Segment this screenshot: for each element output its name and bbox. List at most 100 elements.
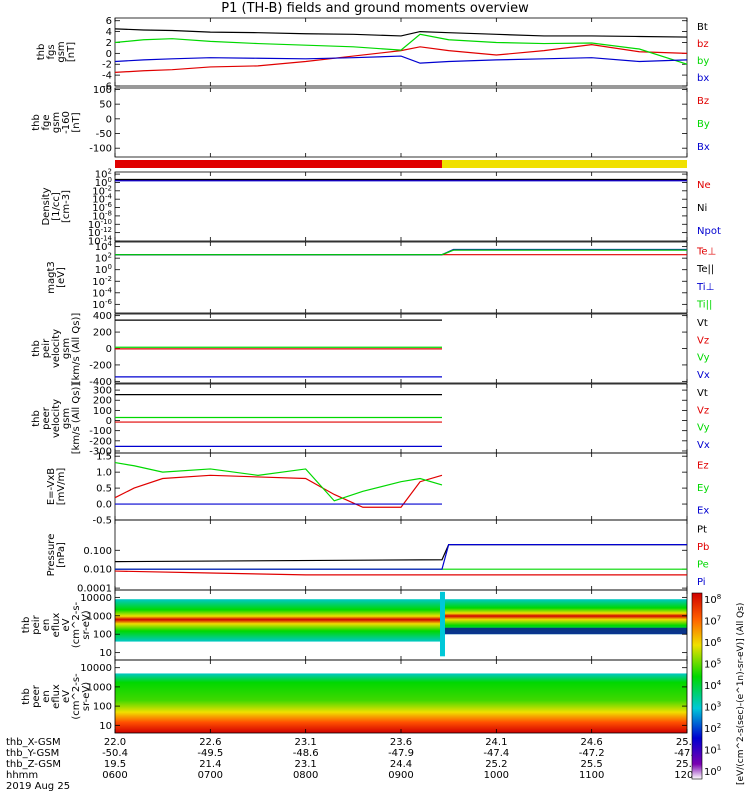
ephemeris-value: -48.6	[293, 748, 319, 759]
series-by	[114, 33, 688, 65]
legend-entry: Ti||	[696, 300, 712, 311]
legend-entry: Pt	[697, 524, 707, 535]
colorbar-tick-label: 101	[704, 744, 721, 757]
spectrogram-left	[115, 599, 442, 642]
y-axis-title-line: [km/s (All Qs)]	[71, 313, 82, 385]
y-tick-label: 10	[99, 721, 112, 732]
y-axis-title-line: eV	[61, 690, 72, 703]
y-tick-label: 6	[106, 16, 112, 27]
y-tick-label: -6	[102, 82, 112, 93]
y-axis-title-line: (cm^2-s-	[71, 673, 82, 720]
y-axis-title-line: peir	[31, 614, 42, 634]
y-tick-label: 102	[95, 168, 112, 181]
legend-entry: Pi	[697, 577, 706, 588]
y-axis-title-line: [nT]	[71, 112, 82, 132]
ephemeris-value: 19.5	[104, 759, 126, 770]
y-axis-title-line: gsm	[51, 112, 62, 133]
legend-entry: Vt	[697, 388, 708, 399]
series-Ti||	[115, 249, 687, 256]
y-tick-label: 100	[93, 702, 112, 713]
legend-entry: By	[697, 119, 710, 130]
legend-entry: Ez	[697, 461, 709, 472]
y-axis-title-line: en	[41, 619, 52, 632]
series-Ez	[114, 474, 443, 508]
legend-entry: Vx	[697, 440, 710, 451]
y-axis-title-line: Pressure	[46, 534, 57, 577]
y-tick-label: 10-14	[88, 235, 113, 248]
series-bx	[114, 55, 688, 64]
y-tick-label: 2	[106, 38, 112, 49]
ephemeris-value: 0700	[198, 770, 223, 781]
ephemeris-value: 1000	[484, 770, 509, 781]
y-tick-label: 0.0	[96, 500, 112, 511]
ephemeris-value: 22.0	[104, 737, 126, 748]
colorbar-title: [eV/(cm^2-s(sec)-(e^1n)-sr-eV)] (All Qs)	[736, 603, 746, 785]
series-Pb	[114, 570, 687, 576]
legend: Ne Ni Npot	[697, 180, 721, 237]
panel-frame	[114, 87, 688, 158]
y-tick-label: 100	[95, 176, 112, 189]
y-axis-title-line: thb	[21, 617, 32, 634]
y-axis-title-line: eflux	[51, 613, 62, 638]
spectrogram-transition	[439, 591, 445, 657]
colorbar-tick-label: 108	[704, 593, 721, 606]
y-axis-title-line: velocity	[51, 329, 62, 368]
y-axis-title-line: fgs	[46, 44, 57, 59]
page-title: P1 (TH-B) fields and ground moments over…	[221, 1, 529, 16]
y-axis-title-line: -160	[61, 111, 72, 134]
y-tick-label: 10-10	[88, 218, 112, 231]
ephemeris-value: -47.4	[483, 748, 509, 759]
series-Bt	[114, 28, 688, 38]
y-tick-label: 10-12	[88, 226, 112, 239]
y-axis-title-line: [1/cc]	[51, 192, 62, 221]
y-axis-title-line: velocity	[51, 399, 62, 438]
ephemeris-value: 21.4	[199, 759, 221, 770]
y-axis-title-line: [nPa]	[56, 542, 67, 568]
legend-entry: Npot	[697, 226, 721, 237]
spectrogram-lowband	[441, 627, 687, 635]
y-axis-title-line: gsm	[56, 41, 67, 62]
ephemeris-value: 0900	[388, 770, 413, 781]
y-axis-title-line: en	[41, 690, 52, 703]
spectrogram-fill	[115, 673, 687, 733]
legend: Te⊥ Te|| Ti⊥ Ti||	[696, 246, 716, 310]
ephemeris-label-hhmm: hhmm	[6, 770, 38, 781]
y-axis-title-line: gsm	[61, 408, 72, 429]
y-tick-label: 300	[93, 386, 112, 397]
legend-entry: Vy	[697, 353, 710, 364]
ephemeris-value: 23.1	[295, 759, 317, 770]
ephemeris-value: -50.4	[102, 748, 128, 759]
legend: Vt Vz Vy Vx	[697, 388, 710, 451]
y-tick-label: 10-6	[92, 201, 112, 214]
y-tick-label: -200	[89, 436, 112, 447]
y-axis-title-line: thb	[31, 114, 42, 131]
legend-entry: Ti⊥	[696, 282, 714, 293]
colorbar-tick-label: 102	[704, 722, 721, 735]
legend-entry: Te⊥	[696, 246, 716, 257]
legend-entry: Vz	[697, 335, 709, 346]
mode-segment	[115, 160, 442, 168]
legend-entry: Ex	[697, 505, 709, 516]
ephemeris-label-y: thb_Y-GSM	[6, 748, 59, 759]
y-tick-label: 1.5	[96, 452, 112, 463]
panel-peer_eflux: 10000 1000 100 10 thb peer en eflux eV (cm^2-s-sr…	[21, 659, 688, 734]
y-axis-title-line: fge	[41, 114, 52, 130]
series-Pi	[115, 543, 687, 570]
y-axis-title-line: peer	[41, 406, 52, 430]
y-tick-label: -300	[89, 446, 112, 457]
ephemeris-value: 25.2	[485, 759, 507, 770]
legend-entry: Te||	[696, 264, 714, 275]
ephemeris-value: 22.6	[199, 737, 221, 748]
panel-frame	[114, 17, 688, 87]
y-axis: 100 50 0 -50 -100	[89, 85, 687, 155]
legend-entry: Ne	[697, 180, 711, 191]
legend: Vt Vz Vy Vx	[697, 318, 710, 381]
ephemeris-ticks: 22.0-50.419.5060022.6-49.521.4070023.1-4…	[102, 737, 700, 781]
legend-entry: Vt	[697, 318, 708, 329]
y-axis-title-line: thb	[31, 410, 42, 427]
